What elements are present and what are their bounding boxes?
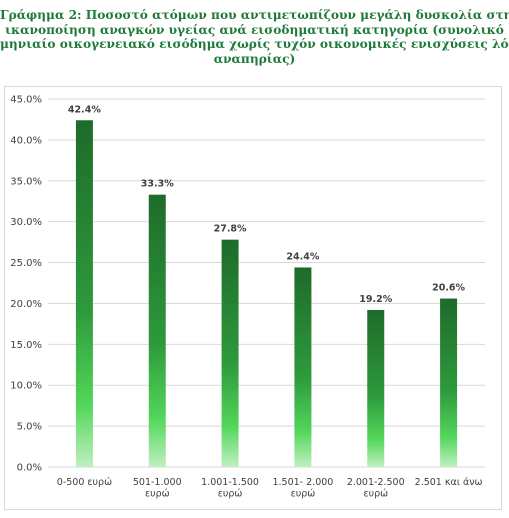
y-tick-label: 10.0% — [10, 381, 42, 392]
x-tick-label: 501-1.000 — [133, 477, 182, 488]
x-tick-label: ευρώ — [363, 489, 388, 500]
bar — [75, 120, 93, 468]
x-tick-label: 2.001-2.500 — [347, 477, 405, 488]
y-tick-label: 45.0% — [10, 95, 42, 106]
y-tick-label: 25.0% — [10, 258, 42, 269]
data-label: 19.2% — [359, 294, 392, 305]
chart-frame — [4, 86, 502, 510]
data-label: 27.8% — [214, 224, 247, 235]
y-tick-label: 40.0% — [10, 135, 42, 146]
chart-title-line: αναπηρίας) — [213, 51, 296, 66]
x-tick-label: 1.001-1.500 — [201, 477, 259, 488]
y-tick-label: 30.0% — [10, 217, 42, 228]
x-tick-label: 1.501- 2.000 — [272, 477, 333, 488]
data-label: 24.4% — [286, 251, 319, 262]
y-tick-label: 15.0% — [10, 340, 42, 351]
bar — [440, 298, 458, 467]
bar — [148, 194, 166, 467]
data-label: 33.3% — [141, 179, 174, 190]
x-tick-label: 0-500 ευρώ — [57, 477, 112, 488]
chart-title-line: ικανοποίηση αναγκών υγείας ανά εισοδηματ… — [5, 22, 504, 37]
y-tick-label: 20.0% — [10, 299, 42, 310]
y-tick-label: 0.0% — [17, 463, 42, 474]
bar — [294, 267, 312, 467]
y-tick-label: 35.0% — [10, 176, 42, 187]
data-label: 20.6% — [432, 283, 465, 294]
bar — [367, 309, 385, 467]
x-tick-label: ευρώ — [291, 489, 316, 500]
chart-title-line: μηνιαίο οικογενειακό εισόδημα χωρίς τυχό… — [0, 37, 509, 51]
data-label: 42.4% — [68, 104, 101, 115]
bar — [221, 239, 239, 467]
x-tick-label: 2.501 και άνω — [415, 477, 483, 488]
y-tick-label: 5.0% — [17, 422, 42, 433]
chart-title-line: Γράφημα 2: Ποσοστό ατόμων που αντιμετωπί… — [0, 8, 509, 22]
x-tick-label: ευρώ — [218, 489, 243, 500]
chart-title: Γράφημα 2: Ποσοστό ατόμων που αντιμετωπί… — [0, 8, 509, 66]
x-tick-label: ευρώ — [145, 489, 170, 500]
